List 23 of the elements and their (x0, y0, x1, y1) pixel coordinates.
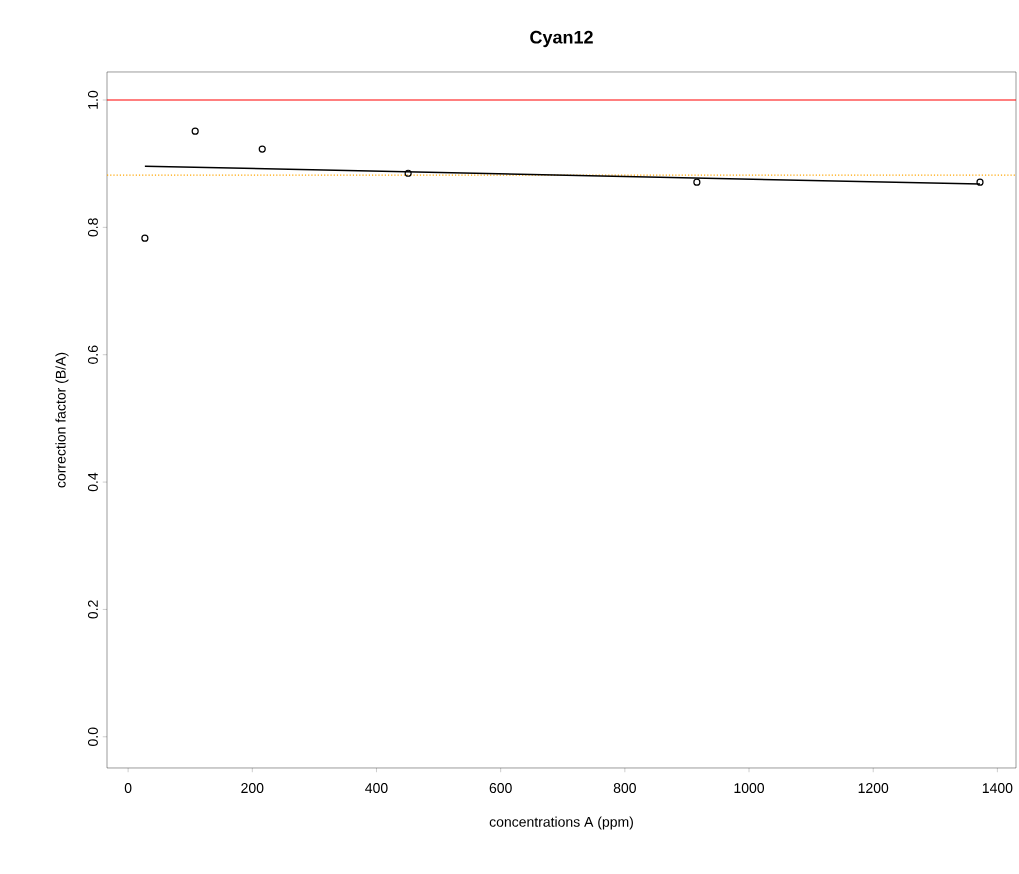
x-tick-label: 200 (241, 783, 264, 794)
x-tick-label: 800 (613, 783, 636, 794)
x-tick-label: 1000 (734, 783, 765, 794)
point (191, 127, 199, 135)
x-axis-title: concentrations A (ppm) (489, 816, 633, 830)
y-tick-label: 0.6 (87, 345, 98, 364)
point (693, 178, 701, 186)
x-tick-label: 1400 (982, 783, 1013, 794)
y-tick-label: 0.2 (87, 600, 98, 619)
x-tick-label: 0 (124, 783, 132, 794)
point (404, 169, 412, 177)
y-tick-label: 0.0 (87, 727, 98, 746)
y-tick-label: 1.0 (87, 90, 98, 109)
y-tick-label: 0.4 (87, 472, 98, 492)
x-tick-label: 400 (365, 783, 388, 794)
point (258, 145, 266, 153)
chart-title: Cyan12 (530, 30, 593, 48)
point (141, 234, 149, 242)
y-axis-title: correction factor (B/A) (55, 352, 69, 488)
y-tick-label: 0.8 (87, 218, 98, 237)
point (976, 178, 984, 186)
x-tick-label: 1200 (858, 783, 889, 794)
x-tick-label: 600 (489, 783, 512, 794)
